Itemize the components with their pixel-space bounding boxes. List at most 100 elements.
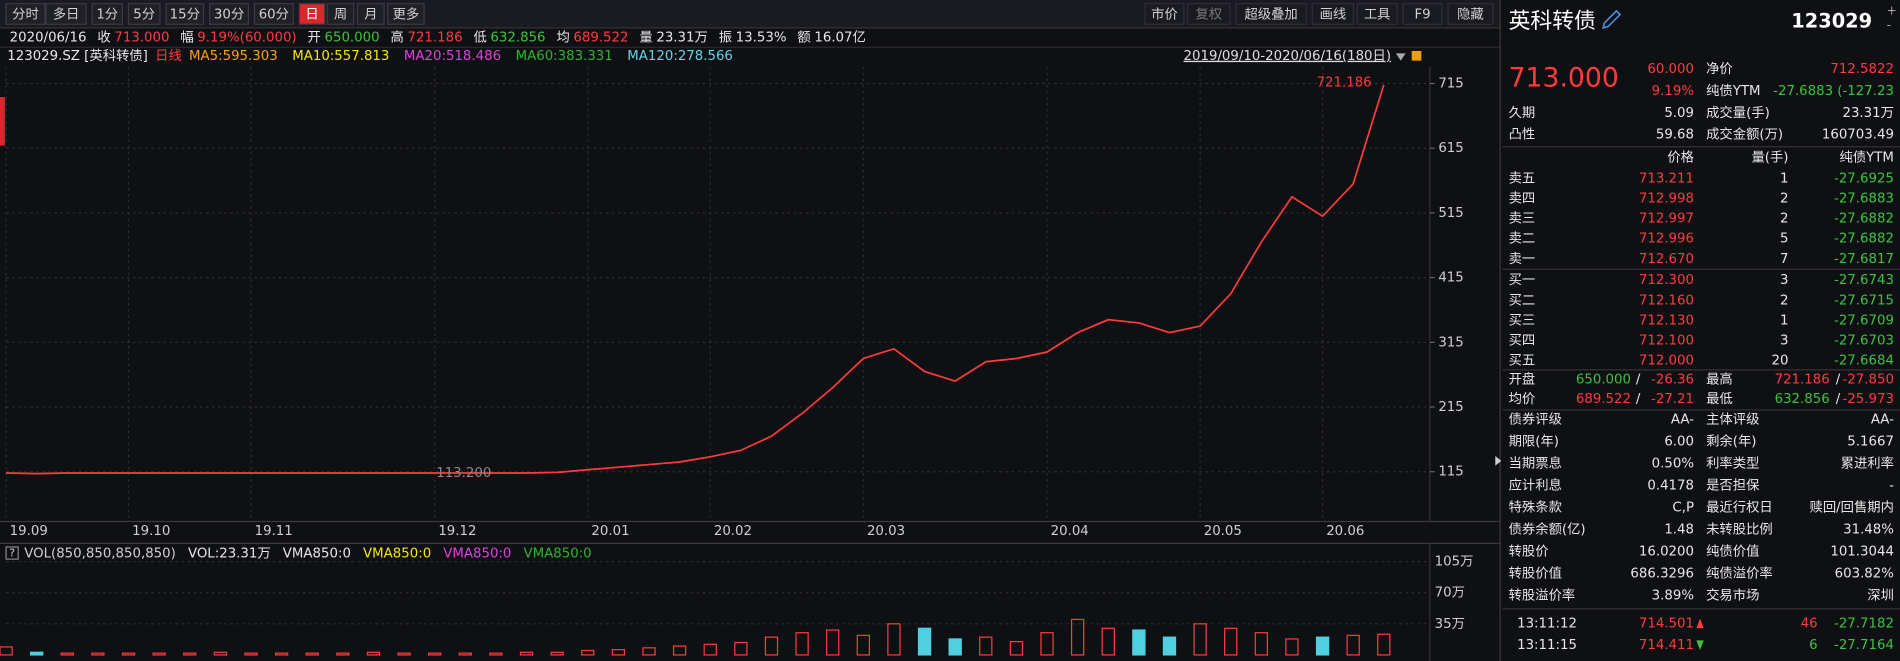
stat-label: 成交金额(万) [1706,126,1783,143]
trade-time: 13:11:15 [1517,638,1577,653]
tab-button[interactable] [127,3,161,25]
ohlc-ytm: -27.21 [1651,392,1694,407]
trade-qty: 46 [1801,616,1818,631]
info-value: AA- [1671,413,1694,428]
info-value: 5.1667 [1847,435,1894,450]
info-value: 31.48% [1843,522,1894,537]
trade-price: 714.501 [1639,616,1694,631]
date-range[interactable]: 2019/09/10-2020/06/16(180日) [1184,49,1392,64]
volume-bar [887,623,901,656]
tool-button[interactable] [1144,3,1185,25]
change-pct: 9.19% [1652,84,1694,99]
info-label: 债券评级 [1509,412,1562,428]
tool-button[interactable] [1402,3,1443,25]
tab-button[interactable] [209,3,250,25]
tab-button[interactable] [5,3,46,25]
book-price: 712.130 [1639,313,1694,328]
collapse-arrow[interactable] [1495,456,1502,466]
tab-button[interactable] [165,3,205,25]
tab-label: 5分 [133,7,155,23]
tab-button[interactable] [356,3,385,25]
legend-ma: MA5:595.303 [189,49,278,64]
tool-label: 工具 [1364,8,1391,23]
book-price: 712.300 [1639,273,1694,288]
book-ytm: -27.6883 [1834,191,1894,206]
book-price: 712.670 [1639,252,1694,267]
volume-bar [856,634,870,656]
volume-bar [1040,632,1054,656]
tool-button[interactable] [1186,3,1231,25]
volume-bar [489,652,503,656]
volume-bar [519,651,534,656]
volume-bar [611,648,626,656]
book-label: 卖二 [1509,231,1536,247]
tab-button[interactable] [253,3,294,25]
tab-label: 30分 [214,7,244,23]
volume-bar [244,652,258,656]
book-ytm: -27.6715 [1834,293,1894,308]
tab-button[interactable] [326,3,355,25]
info-value: 0.4178 [1647,478,1694,493]
tool-button[interactable] [1447,3,1494,25]
stat-value: 59.68 [1656,128,1694,143]
book-price: 712.100 [1639,334,1694,349]
info-label: 债券余额(亿) [1509,520,1586,537]
info-label: 低 [473,30,486,46]
volume-bar [213,651,228,656]
range-dropdown[interactable] [1395,53,1406,61]
book-ytm: -27.6882 [1834,212,1894,227]
tab-button[interactable] [298,3,326,25]
volume-bar [1224,627,1238,656]
tab-label: 多日 [53,6,80,23]
info-label: 转股价值 [1509,565,1562,581]
info-label: 纯债溢价率 [1706,564,1773,581]
volume-bar [1132,629,1146,656]
side-tab[interactable] [0,97,5,146]
tool-label: 隐藏 [1457,7,1484,23]
tab-button[interactable] [45,3,87,25]
info-label: 转股价 [1509,543,1549,559]
info-value: AA- [1871,413,1894,428]
volume-bar [30,651,44,656]
edit-icon[interactable] [1602,9,1622,29]
add-icon[interactable]: + [1887,3,1897,17]
book-price: 712.996 [1639,232,1694,247]
info-label: 是否担保 [1706,477,1760,493]
quote-label: 净价 [1706,61,1733,77]
book-ytm: -27.6925 [1834,171,1894,186]
x-tick-label: 19.10 [132,524,170,539]
tool-button[interactable] [1356,3,1398,25]
tool-button[interactable] [1235,3,1307,25]
volume-bar [274,652,289,656]
tool-button[interactable] [1311,3,1355,25]
volume-bar [0,646,13,656]
tab-button[interactable] [387,3,425,25]
volume-bar [1285,638,1299,656]
tool-label: 复权 [1195,6,1222,23]
quote-value: -27.6883 (-127.23 [1773,84,1894,99]
vol-legend: VOL:23.31万 [188,547,271,562]
book-price: 713.211 [1639,171,1694,186]
info-value: 3.89% [1652,588,1694,603]
info-value: 721.186 [407,31,462,46]
info-value: 650.000 [325,31,380,46]
info-label: 转股溢价率 [1509,586,1576,603]
trade-ytm: -27.7182 [1834,616,1894,631]
x-tick-label: 19.09 [10,524,48,539]
info-value: 16.0200 [1639,544,1694,559]
book-qty: 7 [1780,252,1788,267]
volume-bar [734,641,748,656]
volume-bar [121,652,136,656]
y-tick-label: 105万 [1435,555,1474,570]
vol-menu[interactable] [5,546,19,560]
volume-bar [60,652,74,656]
book-label: 买三 [1509,312,1536,328]
book-label: 卖三 [1509,211,1536,227]
book-label: 买四 [1509,333,1536,349]
info-value: 689.522 [573,31,628,46]
info-value: C,P [1672,500,1694,515]
x-tick-label: 20.04 [1051,524,1089,539]
book-price: 712.998 [1639,191,1694,206]
tab-button[interactable] [91,3,123,25]
minus-icon[interactable]: - [1887,18,1891,32]
